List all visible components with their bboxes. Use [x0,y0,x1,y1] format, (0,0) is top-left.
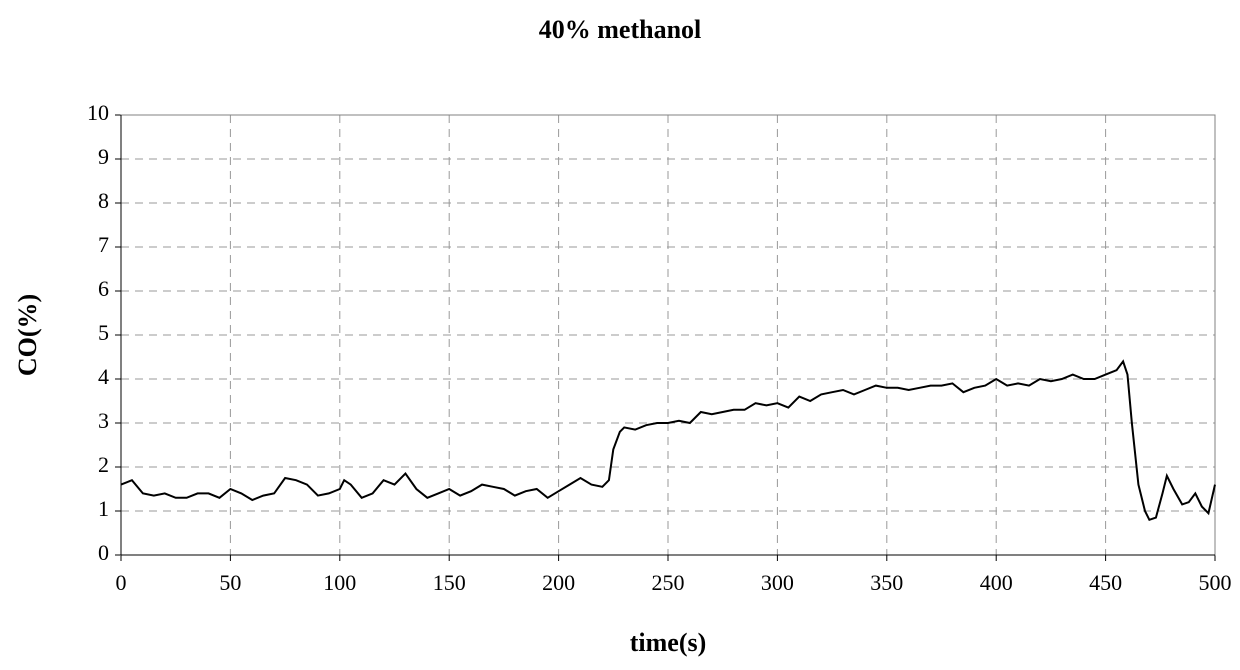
y-tick-label: 3 [98,408,109,433]
y-tick-label: 5 [98,320,109,345]
x-tick-label: 400 [980,570,1013,595]
x-tick-label: 300 [761,570,794,595]
x-tick-label: 450 [1089,570,1122,595]
y-tick-label: 6 [98,276,109,301]
x-tick-label: 350 [870,570,903,595]
x-tick-label: 0 [116,570,127,595]
y-tick-label: 7 [98,232,109,257]
chart-title: 40% methanol [539,15,702,44]
y-tick-label: 10 [87,100,109,125]
y-tick-label: 4 [98,364,109,389]
x-axis-label: time(s) [630,628,707,657]
y-tick-label: 1 [98,496,109,521]
x-tick-label: 250 [652,570,685,595]
x-tick-label: 50 [219,570,241,595]
data-line [120,359,1216,522]
x-tick-label: 500 [1199,570,1232,595]
y-tick-label: 8 [98,188,109,213]
y-tick-label: 0 [98,540,109,565]
x-tick-label: 100 [323,570,356,595]
x-tick-label: 150 [433,570,466,595]
y-tick-label: 2 [98,452,109,477]
x-tick-label: 200 [542,570,575,595]
y-tick-label: 9 [98,144,109,169]
y-axis-label: CO(%) [13,294,42,376]
